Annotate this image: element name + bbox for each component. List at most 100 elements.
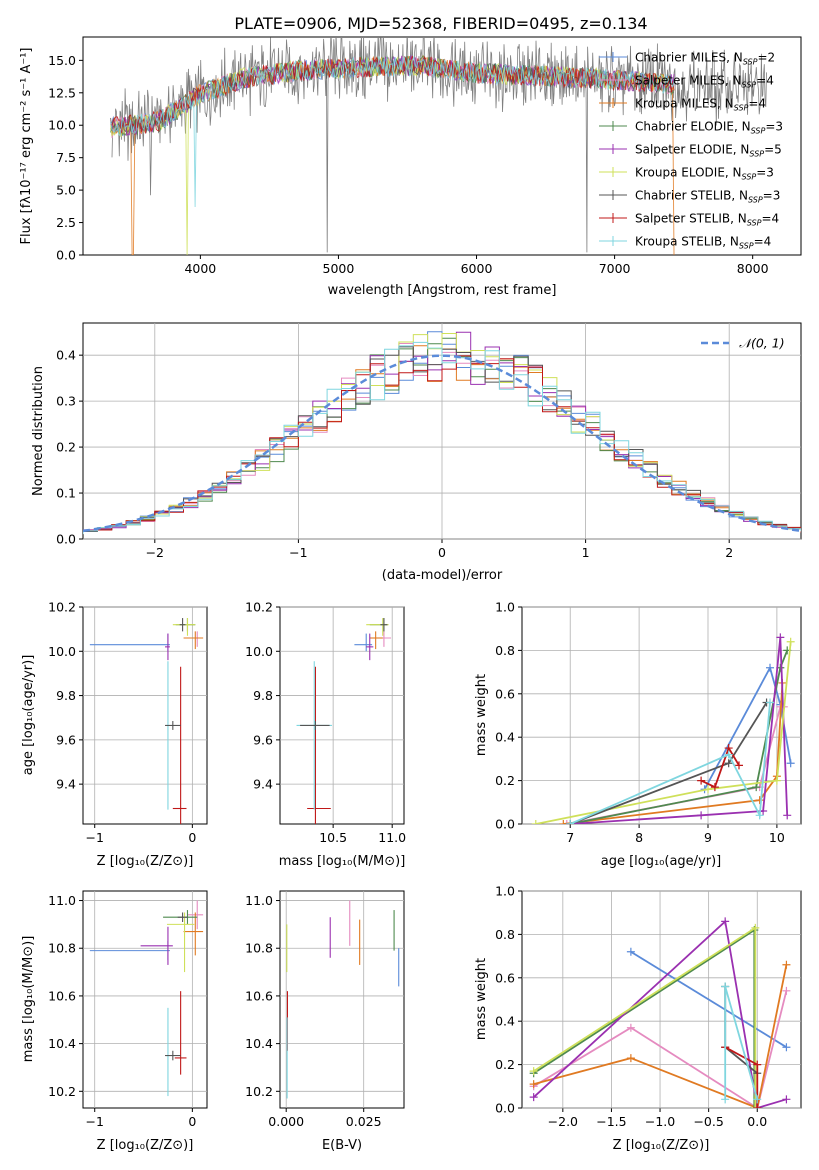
weight-vs-Z-marker-5-2 [751, 1104, 760, 1108]
weight-vs-Z-ytick-label-4: 0.8 [495, 927, 515, 942]
weight-vs-age-marker-7-1 [710, 783, 719, 792]
weight-vs-age-marker-8-0 [566, 820, 575, 824]
spectrum-legend-text-3: Chabrier ELODIE, N [635, 120, 751, 134]
weight-vs-age-marker-8-3 [766, 698, 774, 707]
weight-vs-Z-marker-3-2 [750, 1104, 759, 1108]
mass-vs-ebv-panel: E(B-V) 0.000 0.025 10.2 10.4 10.6 10.8 11.0 [245, 890, 405, 1153]
weight-vs-Z-series-line-2 [533, 964, 788, 1108]
age-vs-Z-ylabel: age [log₁₀(age/yr)] [21, 655, 36, 776]
age-vs-mass-ytick-label-2: 9.8 [253, 688, 273, 703]
residuals-xtick-label-4: 2 [725, 545, 733, 560]
spectrum-legend-suffix-1: =4 [756, 74, 774, 88]
residuals-xtick-label-1: −1 [289, 545, 307, 560]
weight-vs-age-series-line-1 [566, 705, 784, 824]
spectrum-legend-sub-5: SSP [742, 173, 757, 182]
weight-vs-age-xtick-label-1: 8 [635, 830, 643, 845]
spectrum-legend-suffix-3: =3 [765, 120, 783, 134]
weight-vs-age-ytick-label-4: 0.8 [495, 643, 515, 658]
age-vs-mass-xtick-label-1: 11.0 [378, 830, 406, 845]
spectrum-legend-sub-8: SSP [739, 242, 754, 251]
weight-vs-age-series-group [531, 633, 795, 824]
mass-vs-ebv-ytick-label-1: 10.4 [245, 1036, 273, 1051]
spectrum-legend-text-0: Chabrier MILES, N [635, 51, 743, 65]
weight-vs-age-marker-0-3 [786, 759, 795, 768]
age-vs-Z-plot-area [82, 606, 208, 825]
age-vs-Z-ytick-label-3: 10.0 [48, 644, 76, 659]
mass-vs-Z-ylabel: mass [log₁₀(M/M⊙)] [21, 936, 36, 1063]
age-vs-Z-xtick-label-1: 0 [188, 830, 196, 845]
age-vs-mass-ytick-label-1: 9.6 [253, 732, 273, 747]
spectrum-ylabel: Flux [fλ10⁻¹⁷ erg cm⁻² s⁻¹ A⁻¹] [19, 48, 34, 245]
age-vs-Z-xtick-label-0: −1 [85, 830, 103, 845]
mass-vs-Z-ytick-label-0: 10.2 [48, 1084, 76, 1099]
weight-vs-Z-marker-2-1 [626, 1054, 635, 1063]
age-vs-mass-ytick-label-0: 9.4 [253, 777, 273, 792]
weight-vs-Z-ytick-label-2: 0.4 [495, 1014, 515, 1029]
weight-vs-age-ytick-label-5: 1.0 [495, 600, 515, 615]
spectrum-legend-label-8: Kroupa STELIB, NSSP=4 [635, 235, 771, 251]
weight-vs-Z-series-group [529, 917, 791, 1108]
spectrum-legend-suffix-4: =5 [764, 143, 782, 157]
spectrum-legend-label-1: Salpeter MILES, NSSP=4 [635, 74, 774, 90]
spectrum-legend-sub-0: SSP [743, 58, 758, 67]
mass-vs-ebv-xtick-label-1: 0.025 [346, 1114, 382, 1129]
mass-vs-Z-panel: Z [log₁₀(Z/Z⊙)] mass [log₁₀(M/M⊙)] −1 0 10… [21, 890, 208, 1153]
mass-vs-Z-ytick-label-1: 10.4 [48, 1036, 76, 1051]
spectrum-legend-text-6: Chabrier STELIB, N [635, 189, 748, 203]
spectrum-legend-suffix-0: =2 [757, 51, 775, 65]
spectrum-ytick-label-4: 10.0 [48, 118, 76, 133]
mass-vs-ebv-ytick-label-4: 11.0 [245, 893, 273, 908]
spectrum-legend-suffix-8: =4 [754, 235, 772, 249]
spectrum-legend-text-7: Salpeter STELIB, N [635, 212, 747, 226]
mass-vs-Z-plot-area [82, 890, 208, 1109]
age-vs-mass-plot-area [279, 606, 405, 825]
spectrum-legend-text-4: Salpeter ELODIE, N [635, 143, 749, 157]
weight-vs-age-marker-2-0 [559, 820, 568, 824]
weight-vs-Z-marker-0-1 [782, 1043, 791, 1052]
weight-vs-age-marker-1-0 [562, 820, 571, 824]
spectrum-legend-text-2: Kroupa MILES, N [635, 97, 734, 111]
mass-vs-ebv-ytick-label-0: 10.2 [245, 1084, 273, 1099]
mass-vs-Z-ytick-label-4: 11.0 [48, 893, 76, 908]
spectrum-ytick-label-3: 7.5 [56, 150, 76, 165]
weight-vs-Z-ytick-label-3: 0.6 [495, 970, 515, 985]
weight-vs-Z-xtick-label-2: −1.0 [645, 1114, 675, 1129]
spectrum-legend-label-7: Salpeter STELIB, NSSP=4 [635, 212, 779, 228]
spectrum-xtick-label-2: 6000 [461, 261, 493, 276]
spectrum-ytick-label-5: 12.5 [48, 85, 76, 100]
weight-vs-Z-marker-1-1 [626, 1023, 635, 1032]
weight-vs-Z-xtick-label-0: −2.0 [548, 1114, 578, 1129]
weight-vs-age-marker-6-1 [724, 759, 733, 768]
mass-vs-ebv-plot-area [279, 890, 405, 1109]
spectrum-legend-sub-3: SSP [751, 127, 766, 136]
weight-vs-age-marker-0-1 [766, 663, 774, 672]
age-vs-Z-points-group [89, 618, 204, 824]
weight-vs-Z-marker-2-3 [782, 960, 791, 969]
residuals-ylabel: Normed distribution [31, 366, 46, 496]
mass-vs-ebv-xtick-label-0: 0.000 [268, 1114, 304, 1129]
spectrum-legend-suffix-6: =3 [763, 189, 781, 203]
spectrum-legend-label-0: Chabrier MILES, NSSP=2 [635, 51, 775, 67]
age-vs-Z-panel: Z [log₁₀(Z/Z⊙)] age [log₁₀(age/yr)] −1 0 9… [21, 600, 208, 869]
weight-vs-Z-series-line-1 [533, 990, 788, 1108]
weight-vs-age-marker-7-0 [697, 776, 706, 785]
residuals-legend-label: 𝒩(0, 1) [739, 336, 785, 351]
weight-vs-age-marker-8-2 [755, 811, 764, 820]
weight-vs-age-marker-4-1 [697, 811, 706, 820]
weight-vs-Z-series-line-6 [724, 986, 758, 1074]
weight-vs-Z-marker-4-1 [721, 917, 730, 926]
spectrum-legend-label-3: Chabrier ELODIE, NSSP=3 [635, 120, 783, 136]
age-vs-mass-xlabel: mass [log₁₀(M/M⊙)] [279, 854, 406, 869]
residuals-panel: (data-model)/error Normed distribution −… [31, 322, 802, 583]
weight-vs-Z-panel: Z [log₁₀(Z/Z⊙)] mass weight −2.0 −1.5 −1.0… [474, 884, 802, 1153]
weight-vs-Z-marker-5-0 [529, 1067, 538, 1076]
mass-vs-ebv-xlabel: E(B-V) [322, 1138, 362, 1153]
spectrum-ytick-label-0: 0.0 [56, 248, 76, 263]
residuals-ytick-label-4: 0.4 [56, 348, 76, 363]
mass-vs-Z-points-group [89, 900, 204, 1097]
spectrum-legend-sub-4: SSP [749, 150, 764, 159]
spectrum-legend-sub-6: SSP [748, 196, 763, 205]
spectrum-legend-suffix-5: =3 [756, 166, 774, 180]
residuals-series-group [83, 331, 801, 535]
spectrum-legend-sub-7: SSP [747, 219, 762, 228]
